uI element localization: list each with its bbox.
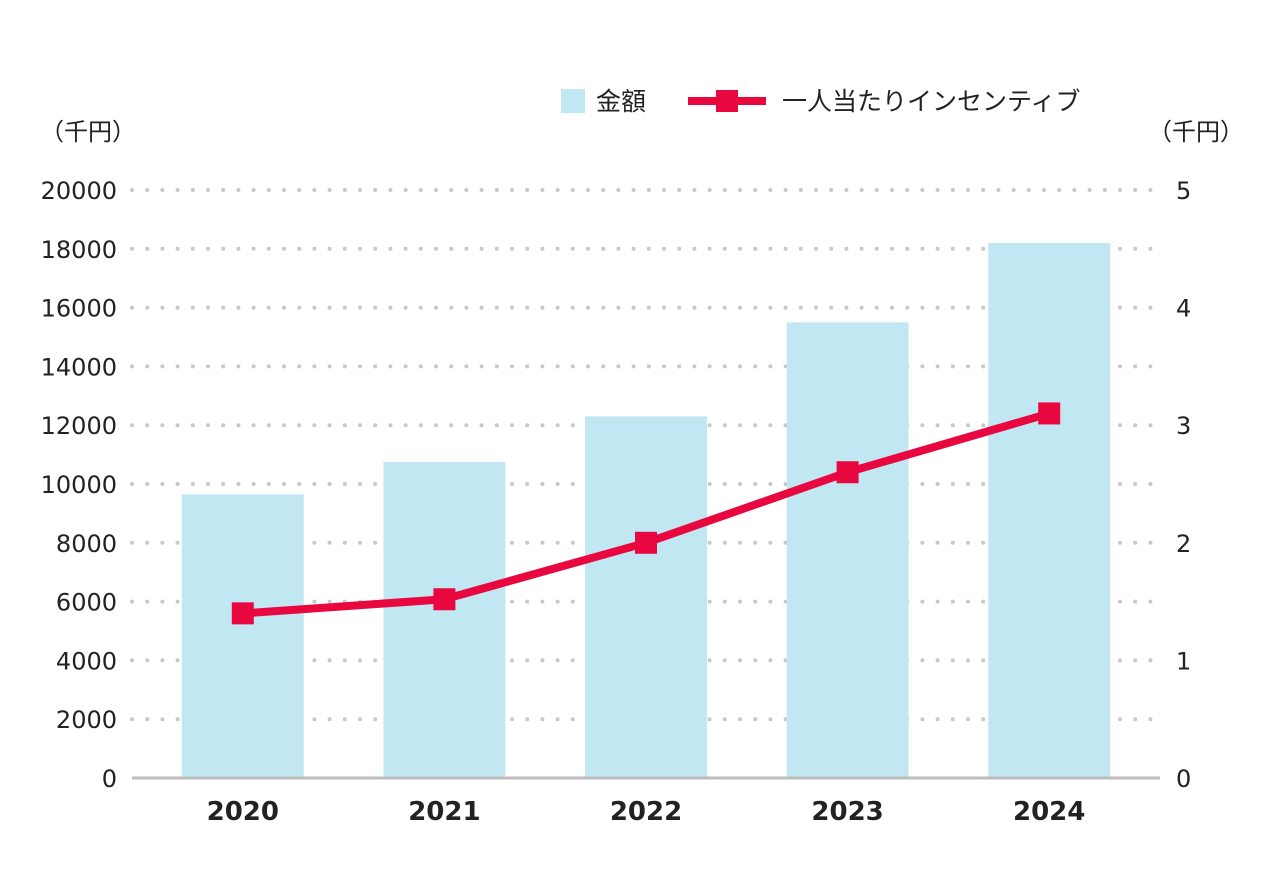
category-label-2020: 2020 [207,797,279,827]
bar-2020 [181,494,304,778]
bar-2023 [786,322,909,778]
legend-line-marker [716,90,738,112]
left-tick-label: 8000 [56,530,117,558]
category-label-2024: 2024 [1013,797,1085,827]
bars [181,242,1111,779]
left-tick-label: 10000 [41,471,117,499]
x-axis-categories: 2020 2021 2022 2023 2024 [207,797,1086,827]
left-tick-label: 12000 [41,412,117,440]
right-tick-label: 0 [1176,765,1191,793]
legend-bar-label: 金額 [596,87,646,116]
right-tick-label: 3 [1176,412,1191,440]
category-label-2023: 2023 [811,797,883,827]
left-tick-label: 20000 [41,177,117,205]
line-marker-2022 [635,531,657,554]
left-tick-label: 14000 [41,353,117,381]
line-marker-2024 [1038,402,1061,425]
category-label-2021: 2021 [408,797,480,827]
right-tick-label: 5 [1176,177,1191,205]
right-tick-label: 2 [1176,530,1191,558]
line-marker-2021 [433,588,456,611]
bar-2024 [988,242,1111,779]
line-marker-2023 [836,461,859,484]
category-label-2022: 2022 [610,797,682,827]
legend-bar-swatch [561,89,585,113]
left-axis-ticks: 0 2000 4000 6000 8000 10000 12000 14000 16000 180… [41,177,117,793]
line-series [231,402,1061,625]
left-tick-label: 18000 [41,236,117,264]
right-axis-unit: （千円） [1148,118,1244,146]
bar-2022 [585,416,707,778]
legend-line-label: 一人当たりインセンティブ [782,87,1081,116]
bar-2021 [383,461,506,778]
right-tick-label: 4 [1176,295,1191,323]
right-tick-label: 1 [1176,647,1191,675]
left-tick-label: 16000 [41,295,117,323]
right-axis-ticks: 0 1 2 3 4 5 [1176,177,1191,793]
left-tick-label: 0 [102,765,117,793]
left-tick-label: 4000 [56,647,117,675]
left-tick-label: 2000 [56,706,117,734]
left-axis-unit: （千円） [40,118,136,146]
left-tick-label: 6000 [56,589,117,617]
legend: 金額 一人当たりインセンティブ [561,87,1081,116]
line-marker-2020 [231,602,254,625]
